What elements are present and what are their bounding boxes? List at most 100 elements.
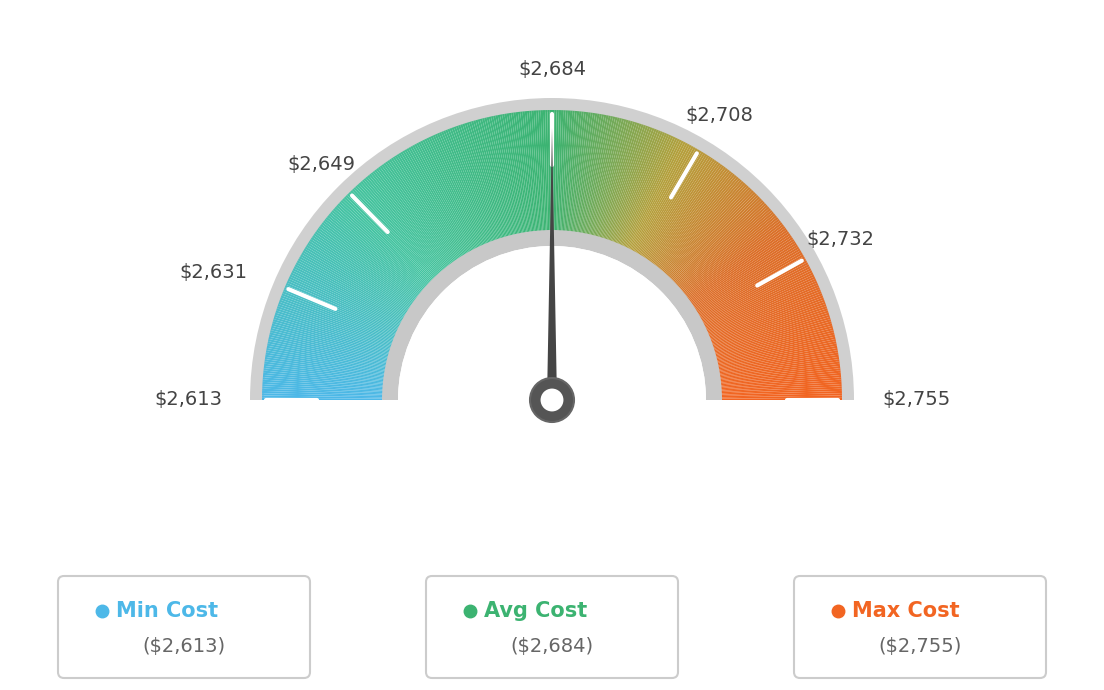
- Text: Avg Cost: Avg Cost: [484, 601, 587, 621]
- Wedge shape: [347, 193, 434, 282]
- Wedge shape: [276, 308, 393, 348]
- Wedge shape: [399, 246, 705, 400]
- Wedge shape: [487, 117, 516, 237]
- Wedge shape: [267, 341, 388, 367]
- Wedge shape: [294, 266, 403, 324]
- Wedge shape: [548, 110, 551, 232]
- Wedge shape: [664, 182, 745, 275]
- Wedge shape: [474, 120, 508, 238]
- Wedge shape: [321, 222, 420, 298]
- Wedge shape: [350, 190, 436, 279]
- Wedge shape: [305, 246, 410, 312]
- Wedge shape: [541, 110, 546, 232]
- Wedge shape: [628, 141, 686, 251]
- Wedge shape: [705, 283, 818, 333]
- Wedge shape: [382, 230, 722, 400]
- Wedge shape: [288, 279, 400, 331]
- Wedge shape: [677, 206, 769, 289]
- Wedge shape: [671, 195, 758, 282]
- Wedge shape: [668, 190, 754, 279]
- Wedge shape: [371, 172, 448, 269]
- Wedge shape: [615, 131, 664, 245]
- Circle shape: [541, 388, 563, 411]
- Wedge shape: [518, 112, 533, 233]
- Wedge shape: [500, 115, 523, 235]
- Wedge shape: [571, 112, 586, 233]
- Wedge shape: [456, 126, 498, 242]
- Wedge shape: [300, 255, 406, 317]
- Text: $2,613: $2,613: [153, 391, 222, 409]
- Wedge shape: [641, 154, 708, 258]
- Wedge shape: [331, 210, 425, 291]
- Wedge shape: [675, 201, 765, 286]
- Wedge shape: [277, 306, 393, 347]
- Wedge shape: [637, 150, 701, 256]
- Wedge shape: [267, 344, 388, 368]
- Wedge shape: [719, 362, 840, 379]
- Wedge shape: [696, 250, 802, 315]
- Wedge shape: [264, 366, 385, 382]
- Wedge shape: [423, 139, 478, 250]
- Wedge shape: [718, 350, 838, 373]
- Wedge shape: [586, 116, 613, 236]
- Wedge shape: [401, 152, 466, 257]
- Wedge shape: [587, 117, 615, 236]
- Text: $2,631: $2,631: [180, 262, 247, 282]
- Wedge shape: [584, 115, 608, 235]
- Wedge shape: [296, 262, 404, 322]
- Wedge shape: [286, 283, 399, 333]
- Wedge shape: [266, 353, 386, 374]
- Wedge shape: [649, 164, 722, 264]
- Wedge shape: [719, 364, 840, 380]
- Wedge shape: [482, 118, 512, 237]
- Wedge shape: [630, 144, 690, 252]
- Wedge shape: [342, 198, 432, 284]
- Wedge shape: [708, 289, 820, 337]
- Wedge shape: [720, 384, 841, 392]
- Wedge shape: [698, 255, 804, 317]
- Wedge shape: [577, 113, 597, 234]
- Text: ($2,684): ($2,684): [510, 638, 594, 656]
- Wedge shape: [657, 174, 735, 270]
- Wedge shape: [594, 119, 626, 237]
- Wedge shape: [513, 112, 531, 233]
- Wedge shape: [335, 206, 427, 289]
- Wedge shape: [623, 137, 676, 248]
- Wedge shape: [496, 115, 520, 235]
- Wedge shape: [699, 258, 806, 319]
- Wedge shape: [311, 237, 413, 306]
- Wedge shape: [368, 175, 446, 270]
- Wedge shape: [372, 171, 449, 268]
- Text: $2,732: $2,732: [806, 230, 874, 248]
- Wedge shape: [588, 117, 617, 237]
- Wedge shape: [556, 110, 561, 232]
- Wedge shape: [264, 364, 385, 380]
- Wedge shape: [682, 217, 778, 295]
- Wedge shape: [636, 149, 700, 255]
- Wedge shape: [565, 111, 577, 233]
- Wedge shape: [677, 205, 768, 288]
- Wedge shape: [552, 110, 554, 232]
- Wedge shape: [564, 110, 575, 233]
- Wedge shape: [692, 241, 796, 309]
- Text: Max Cost: Max Cost: [852, 601, 959, 621]
- Wedge shape: [507, 113, 527, 234]
- Wedge shape: [478, 119, 510, 237]
- Wedge shape: [720, 391, 842, 396]
- Wedge shape: [678, 208, 771, 290]
- Wedge shape: [703, 275, 815, 328]
- Wedge shape: [716, 337, 836, 364]
- Wedge shape: [357, 184, 439, 276]
- Wedge shape: [686, 224, 784, 299]
- Wedge shape: [460, 124, 500, 241]
- Wedge shape: [531, 110, 541, 233]
- Wedge shape: [711, 308, 828, 348]
- Wedge shape: [263, 384, 384, 392]
- Wedge shape: [268, 339, 388, 366]
- Wedge shape: [640, 152, 705, 257]
- Wedge shape: [421, 141, 477, 250]
- Wedge shape: [629, 143, 688, 252]
- Wedge shape: [376, 168, 452, 266]
- Wedge shape: [633, 146, 693, 253]
- Wedge shape: [720, 395, 842, 399]
